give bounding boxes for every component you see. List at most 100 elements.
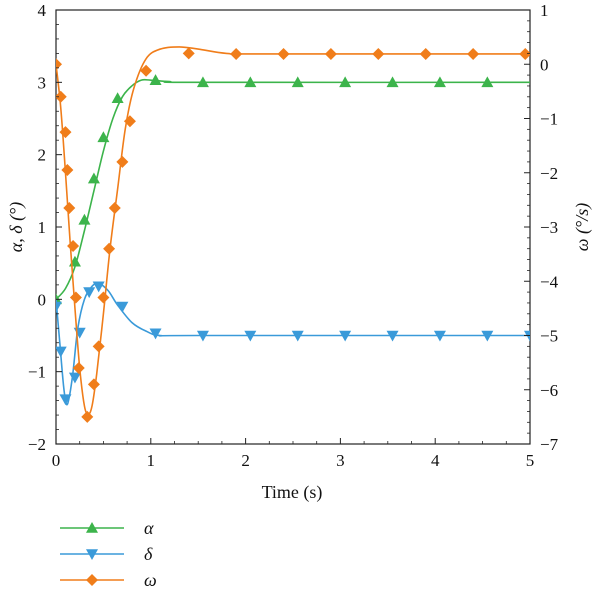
data-point: [386, 330, 399, 342]
plot-frame: [55, 9, 531, 445]
data-point: [291, 330, 304, 342]
legend-item: α: [60, 518, 154, 538]
legend-item: δ: [60, 544, 153, 564]
data-point: [433, 76, 446, 88]
data-point: [63, 202, 76, 215]
left-y-tick-label: 2: [38, 146, 47, 165]
data-point: [372, 47, 385, 60]
data-point: [433, 330, 446, 342]
data-point: [73, 327, 86, 339]
legend-marker: [86, 549, 98, 560]
data-point: [196, 76, 209, 88]
data-point: [103, 242, 116, 255]
series-line: [56, 46, 530, 415]
legend-label: ω: [144, 570, 157, 590]
data-point: [149, 74, 162, 85]
legend-item: ω: [60, 570, 157, 590]
data-point: [68, 372, 81, 384]
legend: αδω: [60, 518, 157, 590]
data-point: [92, 281, 105, 293]
right-y-tick-label: −7: [540, 435, 559, 454]
data-point: [116, 155, 129, 168]
data-point: [339, 76, 352, 88]
x-axis-title: Time (s): [262, 482, 323, 503]
x-tick-label: 4: [431, 451, 440, 470]
data-point: [56, 58, 62, 71]
data-point: [56, 293, 62, 305]
data-point: [524, 330, 530, 342]
data-point: [81, 410, 94, 423]
data-point: [196, 330, 209, 342]
data-point: [72, 362, 85, 375]
series-line: [56, 282, 530, 406]
right-y-tick-label: −4: [540, 272, 559, 291]
right-y-tick-label: −3: [540, 218, 558, 237]
data-point: [69, 291, 82, 304]
data-point: [87, 378, 100, 391]
left-y-tick-label: 3: [38, 73, 47, 92]
axes-layer: 0 1 2 3 4 5 −2 −1 0 1 2 3 4 −7 −6 −5 −4 −3 −2 −1 0 1: [28, 1, 559, 470]
data-point: [67, 239, 80, 252]
data-point: [244, 330, 257, 342]
data-point: [277, 47, 290, 60]
left-y-axis-title: α, δ (°): [6, 202, 27, 253]
data-point: [182, 47, 195, 60]
x-tick-label: 1: [147, 451, 156, 470]
data-point: [140, 64, 153, 77]
data-point: [339, 330, 352, 342]
legend-marker: [86, 522, 98, 533]
right-y-tick-label: −2: [540, 164, 558, 183]
series-line: [56, 78, 530, 300]
data-point: [386, 76, 399, 88]
left-y-tick-label: 0: [38, 290, 47, 309]
data-point: [481, 330, 494, 342]
data-point: [116, 301, 129, 313]
right-y-tick-label: −1: [540, 110, 558, 129]
data-point: [56, 90, 67, 103]
right-y-tick-label: −5: [540, 327, 558, 346]
plot-area: [55, 9, 531, 445]
x-tick-label: 0: [52, 451, 61, 470]
data-point: [56, 346, 67, 358]
series-1: [56, 74, 530, 305]
right-y-axis-title: ω (°/s): [572, 203, 593, 251]
series-layer: [56, 46, 530, 423]
data-point: [244, 76, 257, 88]
data-point: [291, 76, 304, 88]
right-y-tick-label: 0: [540, 55, 549, 74]
series-2: [56, 281, 530, 406]
data-point: [123, 115, 136, 128]
x-tick-label: 5: [526, 451, 535, 470]
data-point: [59, 394, 72, 406]
data-point: [59, 126, 72, 139]
left-y-tick-label: 4: [38, 1, 47, 20]
data-point: [149, 328, 162, 340]
data-point: [97, 291, 110, 304]
data-point: [519, 47, 530, 60]
data-point: [230, 47, 243, 60]
data-point: [419, 47, 432, 60]
right-y-tick-label: −6: [540, 381, 558, 400]
data-point: [87, 172, 100, 184]
legend-label: α: [144, 518, 154, 538]
left-y-tick-label: −1: [28, 363, 46, 382]
left-y-tick-label: −2: [28, 435, 46, 454]
legend-marker: [86, 574, 98, 586]
data-point: [111, 92, 124, 104]
series-3: [56, 46, 530, 423]
data-point: [56, 301, 62, 313]
data-point: [467, 47, 480, 60]
right-y-tick-label: 1: [540, 1, 549, 20]
x-tick-label: 3: [336, 451, 345, 470]
data-point: [324, 47, 337, 60]
legend-label: δ: [144, 544, 153, 564]
data-point: [97, 131, 110, 143]
data-point: [481, 76, 494, 88]
left-y-tick-label: 1: [38, 218, 47, 237]
data-point: [78, 213, 91, 225]
x-tick-label: 2: [241, 451, 250, 470]
data-point: [108, 202, 121, 215]
data-point: [83, 287, 96, 299]
data-point: [61, 164, 74, 177]
